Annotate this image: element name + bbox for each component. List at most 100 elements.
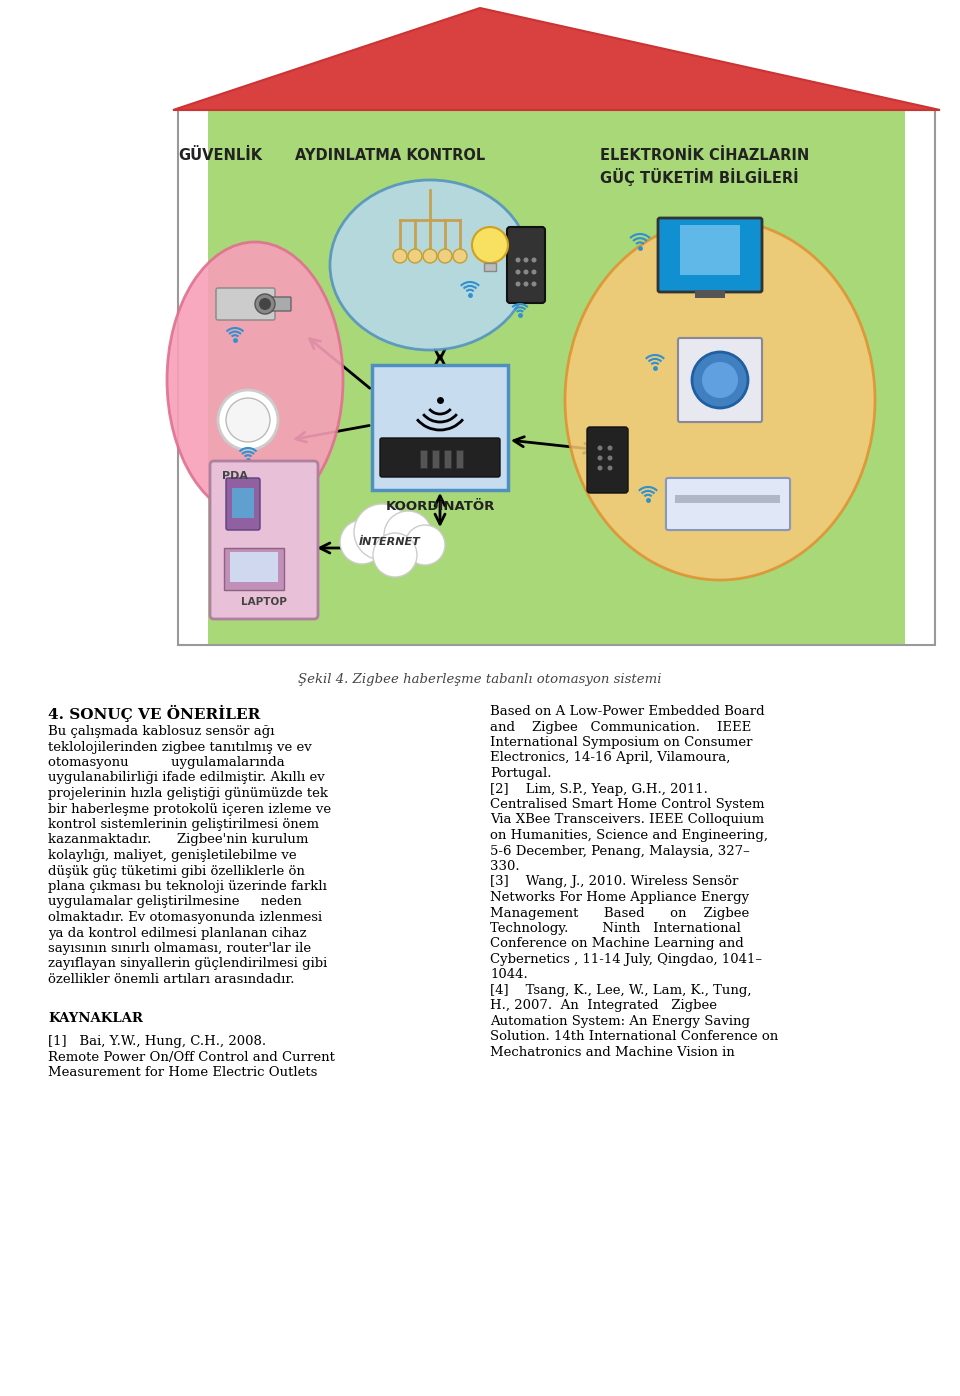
- Text: AYDINLATMA KONTROL: AYDINLATMA KONTROL: [295, 148, 485, 163]
- Text: Centralised Smart Home Control System: Centralised Smart Home Control System: [490, 799, 764, 811]
- Text: Bu çalışmada kablosuz sensör ağı: Bu çalışmada kablosuz sensör ağı: [48, 725, 275, 738]
- Text: Networks For Home Appliance Energy: Networks For Home Appliance Energy: [490, 891, 749, 905]
- Text: 4. SONUÇ VE ÖNERİLER: 4. SONUÇ VE ÖNERİLER: [48, 705, 260, 722]
- Circle shape: [259, 297, 271, 310]
- FancyBboxPatch shape: [587, 427, 628, 493]
- Text: sayısının sınırlı olmaması, router'lar ile: sayısının sınırlı olmaması, router'lar i…: [48, 942, 311, 955]
- Text: düşük güç tüketimi gibi özelliklerle ön: düşük güç tüketimi gibi özelliklerle ön: [48, 864, 305, 878]
- FancyBboxPatch shape: [210, 461, 318, 618]
- Text: zayıflayan sinyallerin güçlendirilmesi gibi: zayıflayan sinyallerin güçlendirilmesi g…: [48, 958, 327, 970]
- Circle shape: [340, 519, 384, 564]
- Text: olmaktadır. Ev otomasyonunda izlenmesi: olmaktadır. Ev otomasyonunda izlenmesi: [48, 912, 323, 924]
- Text: teklolojilerinden zigbee tanıtılmış ve ev: teklolojilerinden zigbee tanıtılmış ve e…: [48, 740, 312, 754]
- Circle shape: [608, 465, 612, 470]
- Circle shape: [597, 455, 603, 461]
- Text: özellikler önemli artıları arasındadır.: özellikler önemli artıları arasındadır.: [48, 973, 295, 986]
- Circle shape: [393, 248, 407, 262]
- Circle shape: [608, 455, 612, 461]
- Bar: [178, 110, 208, 645]
- Bar: [432, 450, 439, 468]
- Text: Automation System: An Energy Saving: Automation System: An Energy Saving: [490, 1015, 750, 1027]
- FancyBboxPatch shape: [680, 225, 740, 275]
- Text: [3]    Wang, J., 2010. Wireless Sensör: [3] Wang, J., 2010. Wireless Sensör: [490, 875, 738, 888]
- Circle shape: [373, 533, 417, 577]
- FancyBboxPatch shape: [216, 288, 275, 320]
- Text: GÜÇ TÜKETİM BİLGİLERİ: GÜÇ TÜKETİM BİLGİLERİ: [600, 168, 799, 186]
- Text: ELEKTRONİK CİHAZLARIN: ELEKTRONİK CİHAZLARIN: [600, 148, 809, 163]
- Circle shape: [608, 445, 612, 451]
- Text: Mechatronics and Machine Vision in: Mechatronics and Machine Vision in: [490, 1046, 734, 1060]
- Circle shape: [408, 248, 422, 262]
- Text: uygulamalar geliştirilmesine     neden: uygulamalar geliştirilmesine neden: [48, 895, 301, 909]
- Text: LAPTOP: LAPTOP: [241, 597, 287, 607]
- FancyBboxPatch shape: [678, 338, 762, 422]
- Text: H., 2007.  An  Integrated   Zigbee: H., 2007. An Integrated Zigbee: [490, 1000, 717, 1012]
- Text: kolaylığı, maliyet, genişletilebilme ve: kolaylığı, maliyet, genişletilebilme ve: [48, 849, 297, 861]
- Ellipse shape: [167, 242, 343, 518]
- Text: projelerinin hızla geliştiği günümüzde tek: projelerinin hızla geliştiği günümüzde t…: [48, 787, 328, 800]
- Circle shape: [523, 269, 529, 275]
- Text: [1]   Bai, Y.W., Hung, C.H., 2008.: [1] Bai, Y.W., Hung, C.H., 2008.: [48, 1034, 266, 1048]
- Circle shape: [516, 257, 520, 262]
- Text: Measurement for Home Electric Outlets: Measurement for Home Electric Outlets: [48, 1067, 318, 1079]
- Bar: [230, 551, 278, 582]
- Circle shape: [532, 257, 537, 262]
- Circle shape: [472, 228, 508, 262]
- Text: Remote Power On/Off Control and Current: Remote Power On/Off Control and Current: [48, 1051, 335, 1064]
- Text: KAYNAKLAR: KAYNAKLAR: [48, 1012, 143, 1025]
- Text: kazanmaktadır.      Zigbee'nin kurulum: kazanmaktadır. Zigbee'nin kurulum: [48, 833, 308, 846]
- Text: 5-6 December, Penang, Malaysia, 327–: 5-6 December, Penang, Malaysia, 327–: [490, 845, 750, 857]
- Text: Conference on Machine Learning and: Conference on Machine Learning and: [490, 938, 744, 951]
- Circle shape: [597, 445, 603, 451]
- Polygon shape: [173, 8, 940, 110]
- Text: GÜVENLİK: GÜVENLİK: [178, 148, 262, 163]
- Text: uygulanabilirliği ifade edilmiştir. Akıllı ev: uygulanabilirliği ifade edilmiştir. Akıl…: [48, 772, 324, 785]
- Circle shape: [438, 248, 452, 262]
- Text: on Humanities, Science and Engineering,: on Humanities, Science and Engineering,: [490, 829, 768, 842]
- Circle shape: [523, 282, 529, 286]
- Text: Portugal.: Portugal.: [490, 766, 551, 780]
- Circle shape: [516, 269, 520, 275]
- Text: İNTERNET: İNTERNET: [359, 537, 420, 547]
- Bar: [444, 450, 451, 468]
- Circle shape: [255, 295, 275, 314]
- Circle shape: [354, 504, 410, 560]
- Text: Technology.        Ninth   International: Technology. Ninth International: [490, 921, 741, 935]
- Circle shape: [423, 248, 437, 262]
- Text: and    Zigbee   Communication.    IEEE: and Zigbee Communication. IEEE: [490, 720, 752, 733]
- FancyBboxPatch shape: [269, 297, 291, 311]
- Bar: [232, 489, 254, 518]
- Text: Solution. 14th International Conference on: Solution. 14th International Conference …: [490, 1030, 779, 1043]
- Bar: [456, 450, 463, 468]
- Bar: [208, 110, 905, 645]
- Circle shape: [405, 525, 445, 565]
- Ellipse shape: [565, 221, 875, 579]
- Bar: [675, 496, 780, 503]
- FancyBboxPatch shape: [224, 549, 284, 591]
- Circle shape: [384, 511, 432, 558]
- Text: ya da kontrol edilmesi planlanan cihaz: ya da kontrol edilmesi planlanan cihaz: [48, 927, 306, 940]
- Circle shape: [692, 352, 748, 408]
- Text: 1044.: 1044.: [490, 969, 528, 981]
- Circle shape: [453, 248, 467, 262]
- Polygon shape: [905, 110, 940, 645]
- Text: Cybernetics , 11-14 July, Qingdao, 1041–: Cybernetics , 11-14 July, Qingdao, 1041–: [490, 953, 762, 966]
- Bar: [484, 262, 496, 271]
- Circle shape: [702, 362, 738, 398]
- Bar: [420, 450, 427, 468]
- Text: [4]    Tsang, K., Lee, W., Lam, K., Tung,: [4] Tsang, K., Lee, W., Lam, K., Tung,: [490, 984, 752, 997]
- Circle shape: [218, 389, 278, 450]
- Text: 330.: 330.: [490, 860, 519, 872]
- Text: [2]    Lim, S.P., Yeap, G.H., 2011.: [2] Lim, S.P., Yeap, G.H., 2011.: [490, 783, 708, 796]
- FancyBboxPatch shape: [658, 218, 762, 292]
- Text: Electronics, 14-16 April, Vilamoura,: Electronics, 14-16 April, Vilamoura,: [490, 751, 731, 765]
- Bar: [178, 110, 935, 645]
- FancyBboxPatch shape: [380, 438, 500, 477]
- Text: Based on A Low-Power Embedded Board: Based on A Low-Power Embedded Board: [490, 705, 764, 718]
- Circle shape: [597, 465, 603, 470]
- Text: International Symposium on Consumer: International Symposium on Consumer: [490, 736, 753, 750]
- Text: kontrol sistemlerinin geliştirilmesi önem: kontrol sistemlerinin geliştirilmesi öne…: [48, 818, 319, 831]
- Bar: [905, 110, 935, 645]
- Circle shape: [532, 282, 537, 286]
- Circle shape: [226, 398, 270, 443]
